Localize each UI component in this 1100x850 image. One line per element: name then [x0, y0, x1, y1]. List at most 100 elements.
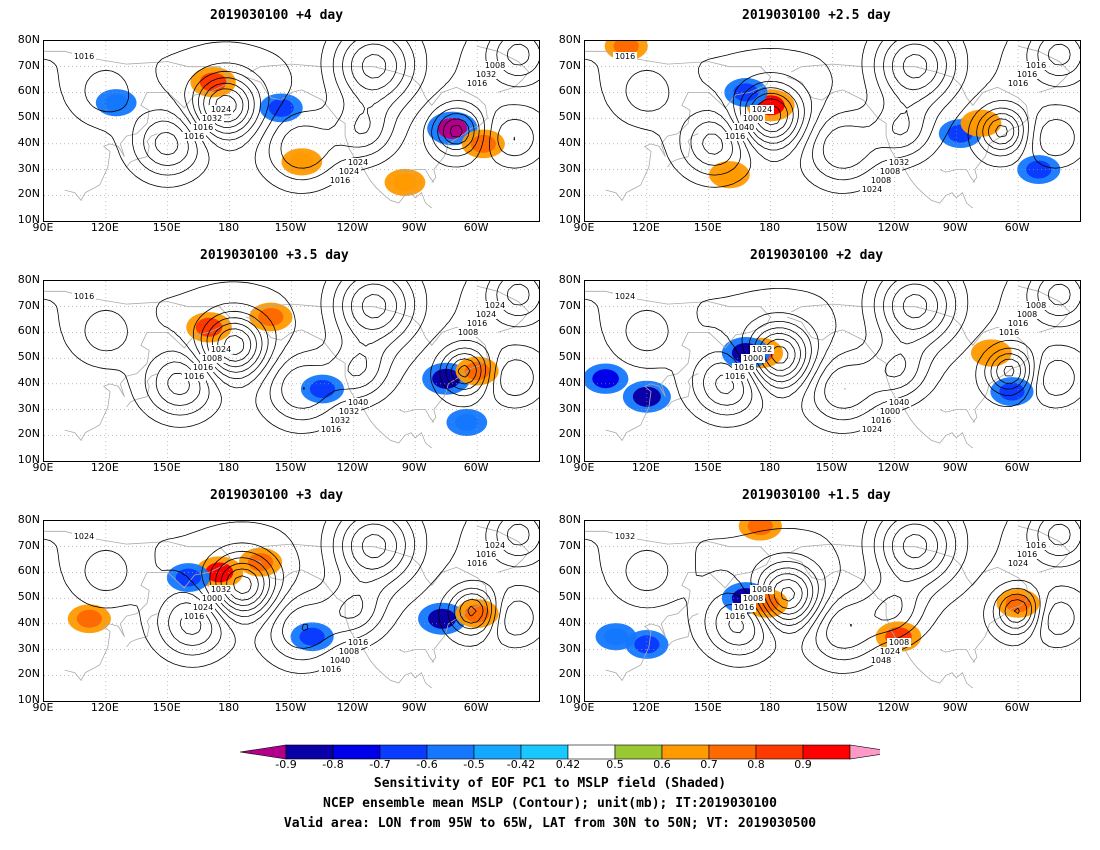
lon-tick-label: 90E: [573, 221, 595, 234]
lon-tick-label: 150E: [152, 461, 181, 474]
map-svg-4: 1024103210401008100010001008101610161016…: [585, 281, 1080, 461]
isobar: [745, 43, 1071, 150]
isobar: [155, 281, 416, 409]
sensitivity-core: [634, 635, 660, 654]
isobar: [361, 54, 387, 79]
lon-tick-label: 180: [759, 221, 781, 234]
lat-tick-label: 10N: [17, 693, 40, 706]
sensitivity-core: [632, 386, 661, 407]
coastline: [250, 543, 488, 663]
colorbar-box: [285, 744, 334, 760]
isobar-label-bg: [1006, 319, 1030, 328]
colorbar: [240, 744, 880, 760]
isobar-label-bg: [200, 594, 224, 603]
lat-tick-label: 80N: [17, 513, 40, 526]
isobar-label-bg: [483, 61, 507, 70]
isobar-label: 1000: [202, 594, 222, 603]
isobar-label: 1016: [74, 52, 94, 61]
lat-tick-label: 10N: [17, 213, 40, 226]
sensitivity-core: [289, 153, 314, 171]
isobar-label: 1016: [467, 559, 487, 568]
coastline: [585, 290, 772, 442]
isobar: [728, 521, 947, 634]
sensitivity-core: [199, 72, 227, 92]
isobar-label: 1016: [734, 603, 754, 612]
isobar: [206, 283, 530, 390]
isobar-label: 1024: [862, 185, 882, 194]
isobar: [351, 283, 397, 330]
isobar-label-bg: [1024, 61, 1048, 70]
isobar-label: 1016: [184, 132, 204, 141]
isobar-label-bg: [72, 52, 96, 61]
sensitivity-core: [999, 382, 1025, 401]
coastline: [245, 556, 433, 689]
isobar-label: 1016: [1026, 61, 1046, 70]
lat-tick-label: 30N: [17, 161, 40, 175]
isobar-label: 1016: [193, 363, 213, 372]
coastline: [398, 649, 435, 663]
isobar: [168, 521, 416, 649]
lat-tick-label: 10N: [558, 213, 581, 226]
isobar-label-bg: [732, 123, 756, 132]
isobar-label: 1024: [615, 292, 635, 301]
sensitivity-core: [268, 98, 294, 117]
isobar: [351, 43, 397, 91]
caption-line-2: NCEP ensemble mean MSLP (Contour); unit(…: [323, 796, 777, 811]
isobar-label-bg: [328, 176, 352, 185]
isobar-label-bg: [337, 407, 361, 416]
lon-tick-label: 120W: [336, 701, 369, 714]
lat-tick-label: 10N: [17, 453, 40, 466]
lat-tick-label: 70N: [17, 538, 40, 552]
colorbar-box: [520, 744, 569, 760]
isobar-label: 1016: [1008, 319, 1028, 328]
isobar-label-bg: [878, 167, 902, 176]
isobar: [203, 82, 470, 145]
isobar-label: 1024: [485, 301, 505, 310]
lat-tick-label: 30N: [17, 401, 40, 415]
lon-tick-label: 90W: [942, 461, 968, 474]
lon-tick-label: 150E: [152, 701, 181, 714]
isobar-label: 1016: [184, 372, 204, 381]
lat-tick-label: 80N: [558, 33, 581, 46]
colorbar-label: 0.8: [747, 758, 765, 771]
lat-tick-label: 40N: [558, 135, 581, 149]
lon-tick-label: 120W: [336, 221, 369, 234]
isobar-label-bg: [887, 638, 911, 647]
lon-tick-label: 60W: [463, 701, 489, 714]
isobar-label-bg: [613, 52, 637, 61]
isobar-label-bg: [1006, 79, 1030, 88]
coastline: [44, 530, 231, 682]
sensitivity-core: [979, 344, 1004, 362]
panel-title-3: 2019030100 +3.5 day: [200, 248, 349, 263]
isobar-label: 1024: [1008, 559, 1028, 568]
lon-tick-label: 60W: [463, 221, 489, 234]
isobar: [154, 41, 406, 156]
isobar-label-bg: [328, 416, 352, 425]
isobar-label: 1008: [458, 328, 478, 337]
sensitivity-core: [393, 173, 417, 191]
map-svg-1: 1016102410241008103210241032101610161016…: [44, 41, 539, 221]
isobar: [762, 523, 1071, 629]
lon-tick-label: 60W: [463, 461, 489, 474]
lon-tick-label: 90E: [573, 701, 595, 714]
isobar-label: 1008: [485, 61, 505, 70]
coastline: [245, 76, 433, 209]
coastline: [791, 543, 1029, 663]
lon-tick-label: 150E: [693, 461, 722, 474]
isobar-label: 1032: [476, 70, 496, 79]
isobar: [892, 283, 938, 330]
isobar: [902, 534, 927, 559]
isobar-label-bg: [182, 372, 206, 381]
isobar-label-bg: [741, 354, 765, 363]
lat-tick-label: 20N: [558, 187, 581, 201]
isobar-label: 1032: [752, 345, 772, 354]
isobar-label-bg: [465, 79, 489, 88]
lat-tick-label: 60N: [558, 564, 581, 578]
map-panel-6: 1032 1008 1008 1016 1008 1024 1016 1016 1048 1024…: [584, 520, 1081, 702]
isobar-label-bg: [878, 407, 902, 416]
isobar-label: 1016: [74, 292, 94, 301]
panel-title-4: 2019030100 +2 day: [750, 248, 884, 263]
lon-tick-label: 150W: [815, 221, 848, 234]
lat-tick-label: 10N: [558, 453, 581, 466]
sensitivity-core: [613, 41, 639, 56]
